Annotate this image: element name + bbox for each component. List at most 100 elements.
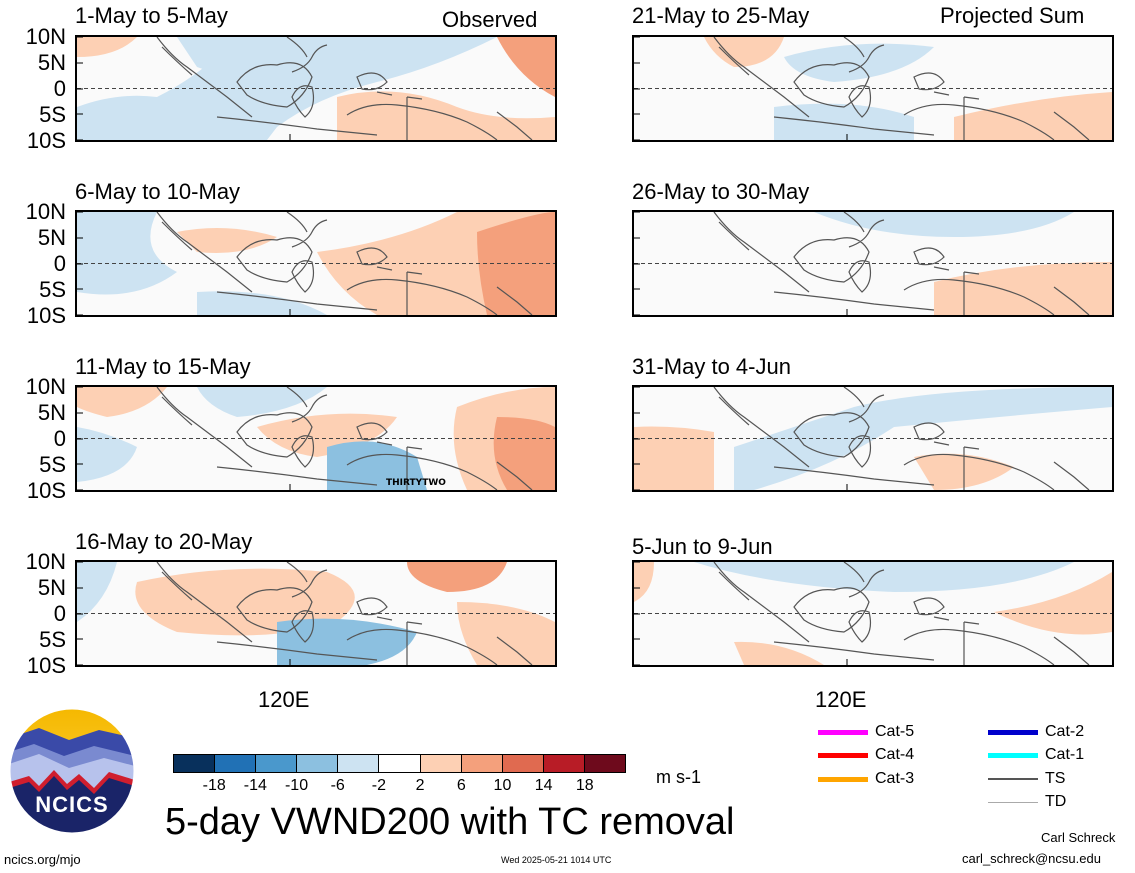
colorbar-swatch — [338, 755, 380, 772]
coastline — [156, 212, 533, 315]
map-canvas — [77, 212, 555, 315]
legend-label-ts: TS — [1045, 770, 1066, 787]
legend-line-ts — [988, 778, 1038, 780]
wind-anomaly-shading — [694, 562, 1074, 592]
lat-label-5s: 5S — [39, 102, 66, 127]
wind-anomaly-shading — [493, 417, 555, 490]
lat-label-5n: 5N — [37, 400, 66, 425]
footer-author: Carl Schreck — [1041, 830, 1116, 845]
map-canvas — [634, 387, 1112, 490]
colorbar-swatch — [379, 755, 421, 772]
wind-anomaly-shading — [77, 562, 117, 622]
colorbar-swatch — [420, 755, 462, 772]
map-canvas — [634, 37, 1112, 140]
legend-label-cat-5: Cat-5 — [875, 723, 915, 740]
map-canvas — [634, 562, 1112, 665]
panel-title-right-2: 26-May to 30-May — [632, 179, 810, 204]
legend-label-cat-1: Cat-1 — [1045, 746, 1085, 763]
panel-title-left-4: 16-May to 20-May — [75, 529, 253, 554]
logo-text: NCICS — [35, 792, 109, 817]
wind-anomaly-shading — [277, 618, 417, 665]
wind-anomaly-shading — [994, 572, 1112, 635]
panel-title-left-2: 6-May to 10-May — [75, 179, 241, 204]
ncics-logo: NCICS — [9, 708, 135, 834]
lat-label-10s: 10S — [26, 653, 66, 678]
coastline — [156, 37, 533, 140]
lat-label-5s: 5S — [39, 452, 66, 477]
storm-name-label: THIRTYTWO — [386, 478, 446, 488]
legend-line-cat-3 — [818, 776, 868, 782]
coastline — [156, 562, 533, 665]
lon-label-left: 120E — [258, 687, 310, 712]
colorbar-swatch — [215, 755, 257, 772]
wind-anomaly-shading — [784, 43, 934, 82]
colorbar-tick-label: 6 — [456, 777, 466, 794]
wind-anomaly-shading — [634, 562, 654, 602]
colorbar-swatch — [256, 755, 298, 772]
map-canvas — [634, 212, 1112, 315]
legend-line-cat-4 — [818, 752, 868, 758]
legend-label-cat-4: Cat-4 — [875, 746, 915, 763]
lat-label-10s: 10S — [26, 128, 66, 153]
lat-label-5s: 5S — [39, 627, 66, 652]
wind-anomaly-shading — [774, 103, 914, 140]
map-panel-right-1 — [632, 35, 1114, 142]
colorbar-tick-label: -14 — [243, 777, 267, 794]
wind-anomaly-shading — [497, 37, 555, 97]
colorbar-swatch — [174, 755, 216, 772]
wind-anomaly-shading — [477, 212, 555, 315]
column-label-observed: Observed — [442, 7, 538, 32]
lat-label-0: 0 — [53, 601, 66, 626]
legend-line-td — [988, 801, 1038, 803]
panel-title-right-3: 31-May to 4-Jun — [632, 354, 791, 379]
legend-line-cat-5 — [818, 729, 868, 735]
colorbar-tick-label: 14 — [534, 777, 553, 794]
map-panel-left-3 — [75, 385, 557, 492]
lat-label-5n: 5N — [37, 50, 66, 75]
coastline — [713, 562, 1090, 665]
main-title: 5-day VWND200 with TC removal — [165, 801, 735, 843]
coastline — [713, 212, 1090, 315]
wind-anomaly-shading — [327, 441, 427, 490]
wind-anomaly-shading — [934, 262, 1112, 315]
coastline — [156, 387, 533, 490]
wind-anomaly-shading — [77, 212, 177, 295]
wind-anomaly-shading — [337, 91, 555, 140]
lat-label-10n: 10N — [25, 374, 66, 399]
legend-label-cat-3: Cat-3 — [875, 770, 915, 787]
panel-title-right-4: 5-Jun to 9-Jun — [632, 534, 773, 559]
coastline — [713, 37, 1090, 140]
colorbar-swatch — [297, 755, 339, 772]
wind-anomaly-shading — [457, 602, 555, 665]
map-canvas — [77, 37, 555, 140]
colorbar-tick-label: 18 — [575, 777, 594, 794]
colorbar-swatch — [502, 755, 544, 772]
colorbar-tick-label: -18 — [202, 777, 226, 794]
wind-anomaly-shading — [177, 228, 277, 253]
map-canvas — [77, 387, 555, 490]
map-panel-right-2 — [632, 210, 1114, 317]
lat-label-10s: 10S — [26, 478, 66, 503]
wind-anomaly-shading — [135, 568, 355, 636]
wind-anomaly-shading — [407, 562, 507, 592]
lat-label-5n: 5N — [37, 225, 66, 250]
map-panel-left-4 — [75, 560, 557, 667]
colorbar-tick-label: 2 — [415, 777, 425, 794]
footer-email: carl_schreck@ncsu.edu — [962, 851, 1101, 866]
colorbar-swatch — [543, 755, 585, 772]
colorbar-swatch — [461, 755, 503, 772]
lat-label-0: 0 — [53, 251, 66, 276]
wind-anomaly-shading — [734, 387, 1112, 490]
map-panel-left-1 — [75, 35, 557, 142]
footer-timestamp: Wed 2025-05-21 1014 UTC — [501, 855, 612, 865]
colorbar-tick-label: -10 — [284, 777, 309, 794]
colorbar-tick-label: -2 — [371, 777, 387, 794]
colorbar-units: m s-1 — [656, 767, 701, 787]
colorbar — [173, 754, 626, 773]
lat-label-10n: 10N — [25, 24, 66, 49]
legend-line-cat-1 — [988, 752, 1038, 758]
lat-label-10n: 10N — [25, 549, 66, 574]
footer-website: ncics.org/mjo — [4, 852, 81, 867]
wind-anomaly-shading — [197, 291, 327, 315]
panel-title-left-1: 1-May to 5-May — [75, 3, 228, 28]
